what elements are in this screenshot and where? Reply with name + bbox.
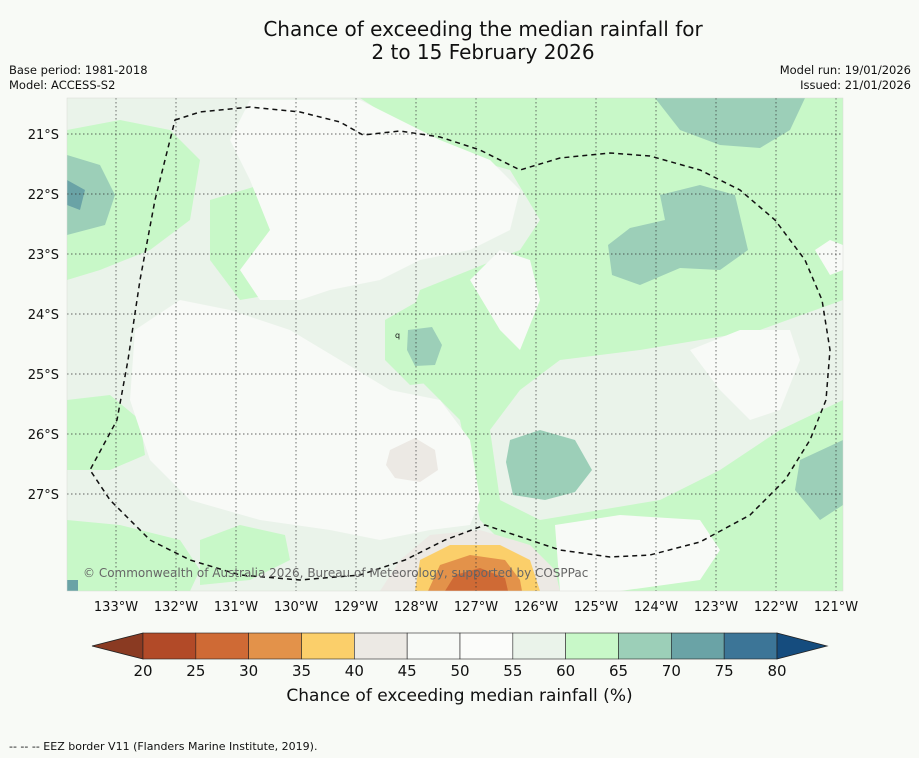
colorbar-tick-label: 45 — [398, 662, 417, 680]
contour-white-center — [130, 300, 480, 540]
lat-label: 24°S — [28, 308, 59, 323]
lon-label: 126°W — [514, 600, 558, 615]
contour-teal-se — [506, 430, 592, 500]
contour-dark-teal-west — [67, 180, 85, 210]
colorbar-tick-label: 70 — [662, 662, 681, 680]
lon-labels: 133°W 132°W 131°W 130°W 129°W 128°W 127°… — [94, 600, 858, 615]
lon-label: 129°W — [334, 600, 378, 615]
colorbar-arrow-left — [91, 632, 144, 660]
lat-label: 25°S — [28, 368, 59, 383]
lon-label: 133°W — [94, 600, 138, 615]
colorbar-tick-label: 75 — [715, 662, 734, 680]
eez-border — [89, 106, 831, 581]
map-contours: q © Commonwealth of Australia 2026, Bure… — [67, 98, 843, 591]
colorbar-segment — [301, 632, 355, 660]
contour-grey-center — [386, 438, 438, 482]
model-run: Model run: 19/01/2026 — [779, 63, 911, 77]
colorbar-segment — [406, 632, 461, 660]
lon-label: 132°W — [154, 600, 198, 615]
lon-label: 124°W — [634, 600, 678, 615]
lat-label: 22°S — [28, 188, 59, 203]
base-period: Base period: 1981-2018 — [9, 63, 148, 77]
title-line-1: Chance of exceeding the median rainfall … — [263, 17, 703, 41]
colorbar-tick-label: 65 — [609, 662, 628, 680]
colorbar-segment — [671, 632, 725, 660]
contour-teal-west — [67, 155, 115, 235]
issued-date: Issued: 21/01/2026 — [800, 78, 911, 92]
colorbar-segments — [142, 632, 778, 660]
colorbar-segment — [565, 632, 619, 660]
contour-green-nw — [67, 120, 200, 280]
model-name: Model: ACCESS-S2 — [9, 78, 116, 92]
colorbar-segment — [723, 632, 778, 660]
meta-left: Base period: 1981-2018 Model: ACCESS-S2 — [9, 63, 148, 93]
lat-label: 27°S — [28, 488, 59, 503]
contour-white-north — [230, 100, 520, 300]
lon-label: 128°W — [394, 600, 438, 615]
lat-label: 21°S — [28, 128, 59, 143]
colorbar-segment — [142, 632, 197, 660]
contour-teal-ne — [655, 98, 805, 148]
colorbar-segment — [618, 632, 672, 660]
colorbar-tick-label: 20 — [133, 662, 152, 680]
lon-label: 127°W — [454, 600, 498, 615]
colorbar: 20 25 30 35 40 45 50 55 60 65 70 75 80 — [91, 632, 829, 680]
lon-label: 125°W — [574, 600, 618, 615]
lon-label: 131°W — [214, 600, 258, 615]
colorbar-label: Chance of exceeding median rainfall (%) — [286, 686, 633, 706]
contour-green-south — [200, 525, 290, 585]
map-frame — [66, 97, 844, 592]
colorbar-tick-label: 30 — [239, 662, 258, 680]
point-label: q — [395, 331, 400, 340]
lon-label: 123°W — [694, 600, 738, 615]
contour-teal-east — [608, 185, 748, 285]
colorbar-segment — [248, 632, 302, 660]
lat-labels: 21°S 22°S 23°S 24°S 25°S 26°S 27°S — [28, 128, 59, 503]
colorbar-tick-label: 25 — [186, 662, 205, 680]
contour-white-ne — [470, 250, 540, 350]
colorbar-segment — [512, 632, 566, 660]
contour-green-sw — [67, 520, 200, 591]
colorbar-tick-label: 50 — [450, 662, 469, 680]
contour-teal-center — [407, 327, 442, 366]
lon-label: 130°W — [274, 600, 318, 615]
colorbar-arrow-right — [776, 632, 829, 660]
colorbar-tick-label: 60 — [556, 662, 575, 680]
title-line-2: 2 to 15 February 2026 — [371, 40, 595, 64]
meta-right: Model run: 19/01/2026 Issued: 21/01/2026 — [780, 63, 911, 93]
contour-dark-teal-sw — [67, 580, 78, 591]
contour-teal-east-edge — [795, 440, 843, 520]
lat-label: 23°S — [28, 248, 59, 263]
colorbar-tick-label: 80 — [767, 662, 786, 680]
colorbar-segment — [459, 632, 514, 660]
contour-dark-orange — [445, 568, 508, 591]
contour-white-east — [690, 330, 800, 420]
colorbar-tick-label: 35 — [292, 662, 311, 680]
contour-green-west — [67, 395, 145, 470]
lon-label: 121°W — [814, 600, 858, 615]
colorbar-ticks: 20 25 30 35 40 45 50 55 60 65 70 75 80 — [133, 662, 786, 680]
footer-note: -- -- -- EEZ border V11 (Flanders Marine… — [9, 740, 318, 753]
lon-label: 122°W — [754, 600, 798, 615]
colorbar-tick-label: 55 — [503, 662, 522, 680]
colorbar-segment — [195, 632, 249, 660]
colorbar-tick-label: 40 — [345, 662, 364, 680]
gridlines — [67, 98, 843, 591]
colorbar-segment — [354, 632, 408, 660]
copyright-text: © Commonwealth of Australia 2026, Bureau… — [83, 566, 588, 580]
chart-title: Chance of exceeding the median rainfall … — [0, 18, 919, 64]
lat-label: 26°S — [28, 428, 59, 443]
